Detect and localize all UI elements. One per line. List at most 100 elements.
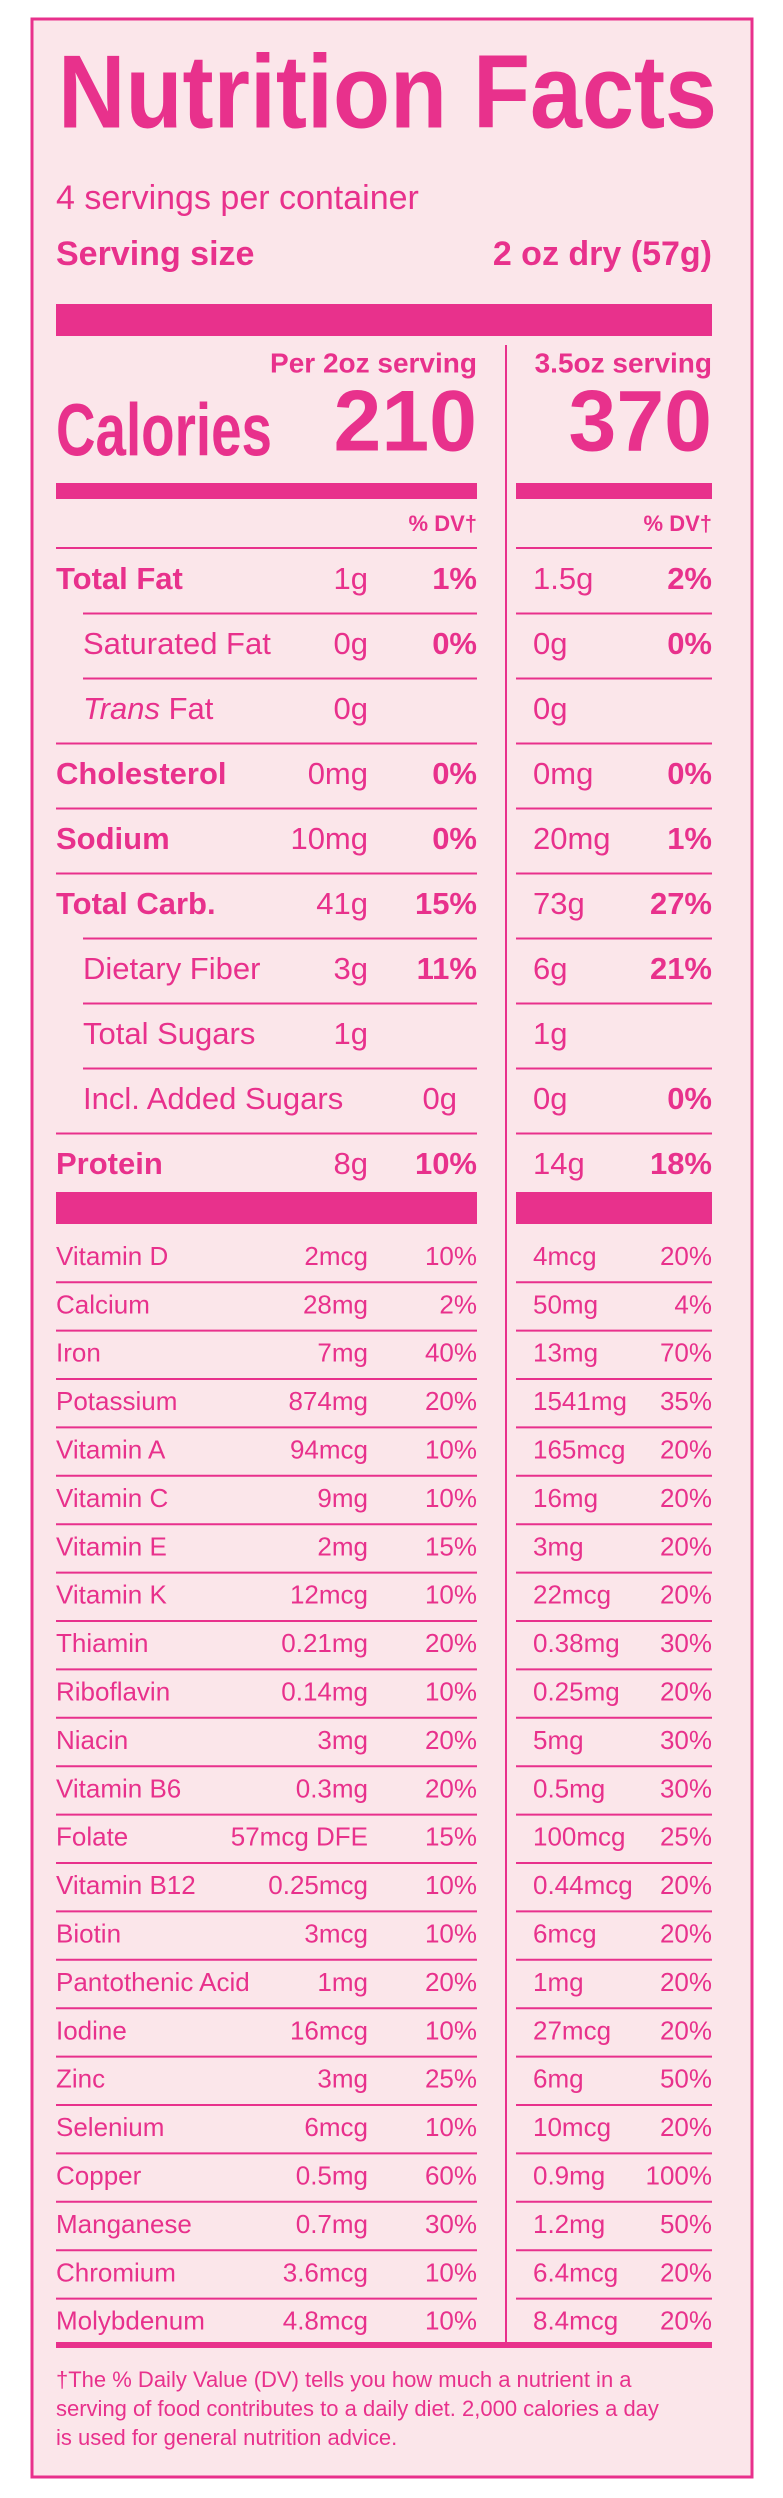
title: Nutrition Facts bbox=[58, 34, 717, 150]
col2-heading: 3.5oz serving bbox=[535, 347, 712, 378]
vitamin-name: Selenium bbox=[56, 2112, 164, 2142]
daily-value: 30% bbox=[660, 1725, 712, 1755]
daily-value: 20% bbox=[425, 1725, 477, 1755]
amount: 12mcg bbox=[290, 1580, 368, 1610]
serving-size-label: Serving size bbox=[56, 235, 254, 273]
amount: 13mg bbox=[533, 1338, 598, 1368]
amount: 0.14mg bbox=[281, 1676, 368, 1706]
daily-value: 0% bbox=[432, 626, 477, 661]
daily-value: 18% bbox=[650, 1146, 712, 1181]
amount: 1mg bbox=[317, 1967, 368, 1997]
amount: 0.25mcg bbox=[268, 1870, 368, 1900]
amount: 1g bbox=[334, 1016, 368, 1051]
amount: 41g bbox=[316, 886, 368, 921]
amount: 0g bbox=[423, 1081, 457, 1116]
nutrient-name-rest: Fat bbox=[160, 691, 214, 726]
amount: 0g bbox=[533, 626, 567, 661]
nutrient-name: Sodium bbox=[56, 821, 170, 856]
daily-value: 20% bbox=[660, 1531, 712, 1561]
amount: 0g bbox=[334, 691, 368, 726]
daily-value: 20% bbox=[660, 1967, 712, 1997]
daily-value: 20% bbox=[660, 2015, 712, 2045]
amount: 165mcg bbox=[533, 1434, 626, 1464]
daily-value: 1% bbox=[432, 561, 477, 596]
amount: 8.4mcg bbox=[533, 2306, 618, 2336]
daily-value: 11% bbox=[417, 951, 477, 986]
daily-value: 20% bbox=[660, 1241, 712, 1271]
daily-value: 0% bbox=[667, 1081, 712, 1116]
daily-value: 60% bbox=[425, 2160, 477, 2190]
vitamin-name: Manganese bbox=[56, 2209, 192, 2239]
daily-value: 30% bbox=[660, 1628, 712, 1658]
daily-value: 10% bbox=[425, 1580, 477, 1610]
amount: 10mcg bbox=[533, 2112, 611, 2142]
amount: 94mcg bbox=[290, 1434, 368, 1464]
amount: 6mcg bbox=[304, 2112, 368, 2142]
daily-value: 25% bbox=[425, 2064, 477, 2094]
daily-value: 15% bbox=[415, 886, 477, 921]
nutrient-name: Protein bbox=[56, 1146, 163, 1181]
daily-value: 20% bbox=[425, 1967, 477, 1997]
vitamin-name: Potassium bbox=[56, 1386, 177, 1416]
dv-heading: % DV† bbox=[409, 511, 477, 536]
daily-value: 20% bbox=[660, 1580, 712, 1610]
daily-value: 50% bbox=[660, 2064, 712, 2094]
nutrient-name: Total Sugars bbox=[83, 1016, 255, 1051]
amount: 0.3mg bbox=[296, 1773, 368, 1803]
daily-value: 10% bbox=[425, 1483, 477, 1513]
vitamin-name: Vitamin B6 bbox=[56, 1773, 181, 1803]
daily-value: 50% bbox=[660, 2209, 712, 2239]
amount: 3.6mcg bbox=[283, 2257, 368, 2287]
daily-value: 2% bbox=[667, 561, 712, 596]
nutrient-name: Saturated Fat bbox=[83, 626, 271, 661]
daily-value: 20% bbox=[425, 1628, 477, 1658]
vitamin-name: Vitamin E bbox=[56, 1531, 167, 1561]
amount: 0mg bbox=[308, 756, 368, 791]
amount: 6g bbox=[533, 951, 567, 986]
amount: 0.25mg bbox=[533, 1676, 620, 1706]
amount: 16mg bbox=[533, 1483, 598, 1513]
vitamin-name: Riboflavin bbox=[56, 1676, 170, 1706]
daily-value: 10% bbox=[425, 1241, 477, 1271]
col1-heading: Per 2oz serving bbox=[270, 347, 477, 378]
amount: 0.44mcg bbox=[533, 1870, 633, 1900]
amount: 3g bbox=[334, 951, 368, 986]
vitamin-name: Zinc bbox=[56, 2064, 105, 2094]
nutrient-name: Total Carb. bbox=[56, 886, 216, 921]
daily-value: 10% bbox=[425, 2306, 477, 2336]
nutrient-name-italic: Trans bbox=[83, 691, 160, 726]
calories-col1: 210 bbox=[334, 374, 478, 470]
vitamin-name: Molybdenum bbox=[56, 2306, 205, 2336]
amount: 100mcg bbox=[533, 1822, 626, 1852]
amount: 0.5mg bbox=[296, 2160, 368, 2190]
amount: 28mg bbox=[303, 1289, 368, 1319]
vitamin-name: Folate bbox=[56, 1822, 128, 1852]
daily-value: 10% bbox=[425, 2112, 477, 2142]
daily-value: 4% bbox=[674, 1289, 712, 1319]
footnote: †The % Daily Value (DV) tells you how mu… bbox=[56, 2367, 632, 2392]
thick-rule bbox=[56, 2342, 712, 2348]
amount: 1mg bbox=[533, 1967, 584, 1997]
daily-value: 20% bbox=[660, 1918, 712, 1948]
calories-col2: 370 bbox=[569, 374, 713, 470]
amount: 57mcg DFE bbox=[231, 1822, 368, 1852]
footnote: serving of food contributes to a daily d… bbox=[56, 2396, 659, 2421]
thick-rule bbox=[516, 483, 712, 499]
amount: 50mg bbox=[533, 1289, 598, 1319]
amount: 4.8mcg bbox=[283, 2306, 368, 2336]
daily-value: 30% bbox=[660, 1773, 712, 1803]
amount: 3mcg bbox=[304, 1918, 368, 1948]
vitamin-name: Thiamin bbox=[56, 1628, 148, 1658]
daily-value: 10% bbox=[425, 2015, 477, 2045]
amount: 6mcg bbox=[533, 1918, 597, 1948]
amount: 1.5g bbox=[533, 561, 593, 596]
amount: 0g bbox=[533, 691, 567, 726]
vitamin-name: Vitamin C bbox=[56, 1483, 168, 1513]
daily-value: 70% bbox=[660, 1338, 712, 1368]
amount: 0.9mg bbox=[533, 2160, 605, 2190]
vitamin-name: Chromium bbox=[56, 2257, 176, 2287]
label-box bbox=[30, 17, 754, 2479]
amount: 6.4mcg bbox=[533, 2257, 618, 2287]
amount: 1541mg bbox=[533, 1386, 627, 1416]
